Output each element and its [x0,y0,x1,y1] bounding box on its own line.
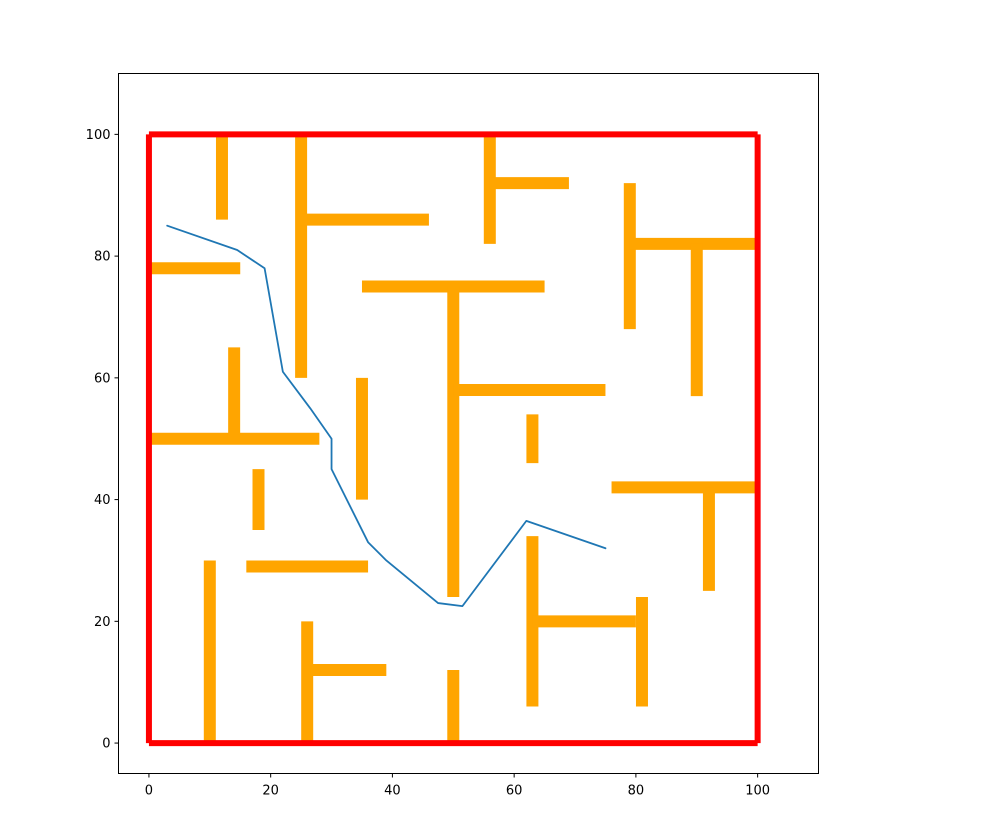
x-tick-label: 80 [628,784,645,799]
y-tick-label: 100 [86,128,111,143]
x-tick-label: 40 [384,784,401,799]
x-tick-label: 100 [745,784,770,799]
data-layer [145,131,761,747]
plot-area [118,73,819,774]
y-tick-label: 60 [94,371,111,386]
x-tick-label: 20 [262,784,279,799]
y-tick-label: 0 [102,737,110,752]
axes-frame [118,73,819,774]
x-tick-label: 0 [145,784,153,799]
y-axis: 0 20 40 60 80 100 [86,128,119,752]
y-tick-label: 80 [94,250,111,265]
path-line [166,224,607,608]
x-axis: 0 20 40 60 80 100 [145,773,770,799]
y-tick-label: 40 [94,493,111,508]
x-tick-label: 60 [506,784,523,799]
y-tick-label: 20 [94,615,111,630]
